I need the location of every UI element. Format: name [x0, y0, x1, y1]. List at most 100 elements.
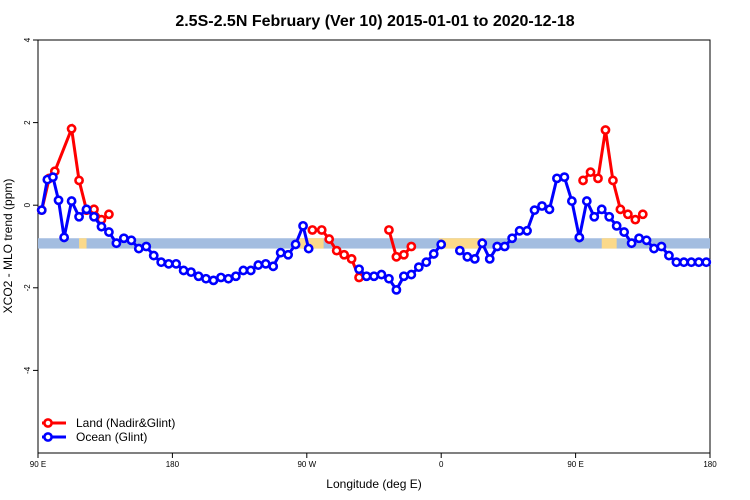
series-1-point	[499, 241, 510, 252]
series-0-point	[615, 204, 626, 215]
series-1-point	[604, 211, 615, 222]
series-1-point	[275, 247, 286, 258]
legend-label-0: Land (Nadir&Glint)	[76, 416, 175, 430]
series-1-point	[66, 196, 77, 206]
series-1-point	[701, 257, 712, 268]
series-1-point	[361, 271, 372, 282]
series-1-point	[574, 232, 585, 243]
series-1-point	[436, 239, 447, 250]
series-0-point	[331, 245, 342, 256]
series-1-point	[354, 264, 364, 275]
y-tick-label-2: 0	[23, 202, 32, 207]
series-1-point	[230, 271, 241, 282]
x-axis: 90 E 180 90 W 0 90 E 180	[30, 453, 717, 469]
series-1-point	[469, 253, 480, 264]
series-1-point	[581, 196, 592, 206]
land-ocean-band	[38, 238, 710, 249]
y-tick-label-3: 2	[23, 120, 32, 125]
series-1-point	[245, 265, 256, 276]
series-1-point	[111, 238, 122, 249]
series-1-point	[537, 201, 547, 211]
series-1-point	[268, 261, 279, 272]
series-1-point	[641, 235, 652, 246]
series-1-point	[619, 227, 630, 237]
x-axis-label: Longitude (deg E)	[326, 477, 421, 491]
series-1-point	[208, 275, 219, 286]
series-1-point	[171, 258, 182, 269]
series-1-point	[148, 250, 159, 261]
series-1-point	[611, 220, 622, 231]
series-0-point	[307, 225, 318, 235]
series-0-point	[637, 209, 648, 220]
series-0-point	[585, 167, 596, 178]
series-1-point	[163, 258, 174, 269]
legend-marker-0	[43, 418, 53, 428]
series-1-point	[477, 238, 488, 249]
series-1-point	[118, 233, 129, 244]
series-1-point	[454, 245, 465, 256]
series-1-point	[298, 220, 308, 231]
y-axis: -4 -2 0 2 4	[23, 37, 38, 374]
series-1-point	[566, 196, 577, 206]
series-1-point	[369, 271, 379, 282]
land-band-2	[439, 238, 486, 249]
x-tick-label-3: 0	[439, 460, 444, 469]
series-1-point	[156, 257, 167, 268]
legend-marker-1	[43, 432, 53, 442]
series-1-point	[216, 272, 226, 283]
series-1-point	[290, 239, 301, 250]
chart-title: 2.5S-2.5N February (Ver 10) 2015-01-01 t…	[175, 13, 574, 30]
series-1-point	[514, 225, 525, 236]
series-1-point	[589, 211, 600, 222]
series-1-point	[186, 267, 196, 278]
series-1-point	[74, 211, 84, 222]
x-tick-label-0: 90 E	[30, 460, 46, 469]
series-1-point	[59, 232, 70, 243]
series-1-point	[664, 250, 674, 261]
series-1-point	[634, 233, 644, 244]
series-1-point	[413, 262, 424, 273]
series-1-point	[89, 211, 99, 222]
x-tick-label-2: 90 W	[297, 460, 316, 469]
series-0-point	[324, 234, 335, 244]
series-1-line-1	[358, 243, 443, 293]
series-1-point	[238, 265, 249, 276]
series-1-point	[596, 204, 607, 215]
series-1-point	[384, 273, 394, 284]
series-1-point	[484, 253, 495, 264]
series-1-point	[406, 269, 417, 280]
series-0-point	[384, 225, 394, 235]
series-1-point	[36, 205, 47, 216]
series-1-point	[223, 273, 234, 284]
series-0-point	[346, 253, 357, 264]
series-0-line-0	[40, 122, 88, 211]
ocean-band	[38, 238, 710, 249]
series-1-point	[81, 204, 92, 215]
series-0-point	[316, 225, 327, 235]
series-0-point	[354, 272, 364, 283]
series-1-point	[283, 249, 294, 260]
series-1-point	[421, 257, 432, 268]
series-0-point	[89, 204, 99, 215]
series-1-point	[656, 241, 667, 252]
series-0-point	[630, 214, 641, 225]
y-tick-label-0: -4	[23, 366, 32, 374]
series-1-point	[178, 265, 189, 276]
series-1-point	[462, 251, 473, 262]
series-1-point	[193, 271, 204, 282]
y-tick-label-4: 4	[23, 37, 32, 42]
series-1-point	[492, 241, 503, 252]
series-0-point	[622, 209, 633, 220]
y-axis-label: XCO2 - MLO trend (ppm)	[1, 179, 15, 314]
series-1-point	[253, 260, 264, 270]
y-tick-label-1: -2	[23, 284, 32, 292]
series-1-point	[428, 249, 439, 259]
series-0-point	[593, 173, 603, 184]
series-1-point	[303, 243, 314, 254]
series-1-point	[559, 172, 570, 183]
series-layer	[36, 122, 712, 295]
series-0-point	[608, 175, 618, 186]
series-1-point	[522, 225, 532, 236]
series-1-point	[133, 243, 144, 254]
